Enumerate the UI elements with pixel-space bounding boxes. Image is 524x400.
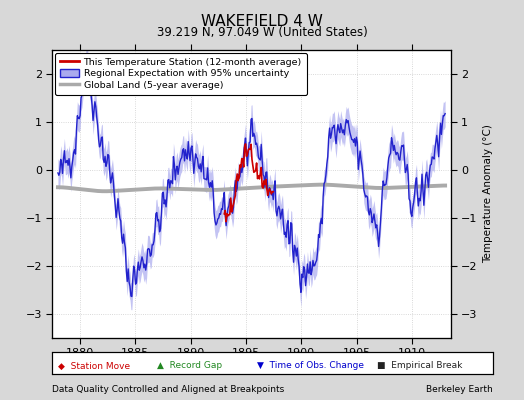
Text: ▼  Time of Obs. Change: ▼ Time of Obs. Change [257,362,364,370]
Legend: This Temperature Station (12-month average), Regional Expectation with 95% uncer: This Temperature Station (12-month avera… [55,53,307,94]
Text: WAKEFIELD 4 W: WAKEFIELD 4 W [201,14,323,29]
Text: ▲  Record Gap: ▲ Record Gap [157,362,222,370]
Text: Berkeley Earth: Berkeley Earth [426,385,493,394]
Text: ■  Empirical Break: ■ Empirical Break [377,362,463,370]
Y-axis label: Temperature Anomaly (°C): Temperature Anomaly (°C) [483,124,493,264]
Text: Data Quality Controlled and Aligned at Breakpoints: Data Quality Controlled and Aligned at B… [52,385,285,394]
Text: ◆  Station Move: ◆ Station Move [58,362,130,370]
Text: 39.219 N, 97.049 W (United States): 39.219 N, 97.049 W (United States) [157,26,367,39]
